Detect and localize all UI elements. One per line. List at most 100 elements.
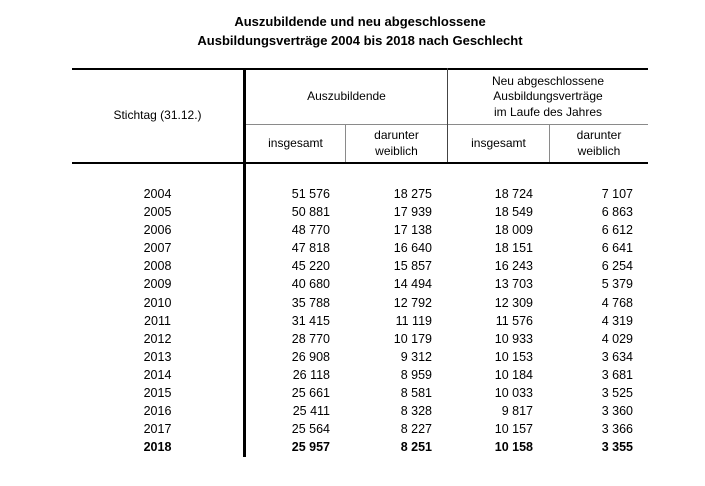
value-cell: 40 680 [291,277,330,292]
value-cell: 12 309 [494,295,533,310]
year-cell: 2016 [143,404,172,419]
year-cell: 2007 [143,241,172,256]
header-group-neue-vertraege-line-3: im Laufe des Jahres [493,104,603,119]
value-cell: 10 158 [494,440,533,455]
value-cell: 14 494 [393,277,432,292]
value-cell: 31 415 [291,313,330,328]
value-cell: 26 118 [292,367,330,382]
value-cell: 3 681 [601,367,633,382]
value-cell: 25 957 [291,440,330,455]
value-cell: 10 184 [494,367,533,382]
value-cell: 4 319 [601,313,633,328]
value-cell: 45 220 [291,259,330,274]
value-cell: 10 153 [494,349,533,364]
table-row: 2015 25 661 8 581 10 033 3 525 [72,384,648,402]
subheader-darunter-weiblich-1-line-1: darunter [374,128,419,142]
value-cell: 10 179 [393,331,432,346]
value-cell: 4 768 [601,295,633,310]
subheader-insgesamt-1: insgesamt [246,125,345,162]
value-cell: 3 366 [601,422,633,437]
value-cell: 8 227 [400,422,432,437]
subheader-insgesamt-2: insgesamt [448,125,549,162]
value-cell: 18 724 [494,187,533,201]
value-cell: 18 549 [494,205,533,220]
value-cell: 18 009 [494,223,533,238]
value-cell: 11 576 [495,313,533,328]
subheader-darunter-weiblich-1-line-2: weiblich [375,143,418,158]
value-cell: 17 138 [393,223,432,238]
value-cell: 10 157 [494,422,533,437]
table-row: 2016 25 411 8 328 9 817 3 360 [72,402,648,420]
year-cell: 2009 [143,277,172,292]
subheader-darunter-weiblich-2-line-1: darunter [576,128,622,142]
year-cell: 2018 [143,440,172,455]
value-cell: 51 576 [291,187,330,201]
table-row: 2005 50 881 17 939 18 549 6 863 [72,203,648,221]
table-row: 2011 31 415 11 119 11 576 4 319 [72,312,648,330]
table-row: 2004 51 576 18 275 18 724 7 107 [72,185,648,203]
table-row: 2007 47 818 16 640 18 151 6 641 [72,239,648,257]
value-cell: 17 939 [393,205,432,220]
value-cell: 9 312 [400,349,432,364]
table-row: 2018 25 957 8 251 10 158 3 355 [72,438,648,456]
subheader-insgesamt-1-label: insgesamt [268,135,323,150]
table-row: 2010 35 788 12 792 12 309 4 768 [72,294,648,312]
chart-title-line-2: Ausbildungsverträge 2004 bis 2018 nach G… [197,33,523,48]
table-body: 2004 51 576 18 275 18 724 7 107 2005 50 881 17 … [72,185,648,456]
value-cell: 4 029 [601,331,633,346]
value-cell: 25 564 [291,422,330,437]
value-cell: 8 251 [400,440,432,455]
value-cell: 50 881 [291,205,330,220]
value-cell: 6 612 [601,223,633,238]
table-row: 2014 26 118 8 959 10 184 3 681 [72,366,648,384]
header-stichtag-label: Stichtag (31.12.) [113,108,202,123]
year-cell: 2013 [143,349,172,364]
year-cell: 2017 [143,422,172,437]
value-cell: 28 770 [291,331,330,346]
value-cell: 25 411 [292,404,330,419]
table-row: 2006 48 770 17 138 18 009 6 612 [72,221,648,239]
year-cell: 2014 [143,367,172,382]
value-cell: 6 641 [601,241,633,256]
table-row: 2008 45 220 15 857 16 243 6 254 [72,257,648,275]
subheader-darunter-weiblich-2: darunter weiblich [550,125,648,162]
subheader-darunter-weiblich-1: darunter weiblich [346,125,447,162]
value-cell: 13 703 [494,277,533,292]
value-cell: 11 119 [395,313,432,328]
table-row: 2013 26 908 9 312 10 153 3 634 [72,348,648,366]
header-group-neue-vertraege-line-2: Ausbildungsverträge [493,89,603,104]
subheader-darunter-weiblich-2-line-2: weiblich [577,143,621,158]
value-cell: 3 355 [601,440,633,455]
value-cell: 8 959 [400,367,432,382]
value-cell: 6 254 [601,259,633,274]
value-cell: 10 033 [494,386,533,401]
value-cell: 26 908 [291,349,330,364]
chart-title-line-1: Auszubildende und neu abgeschlossene [234,14,486,29]
value-cell: 3 360 [601,404,633,419]
header-group-neue-vertraege-line-1: Neu abgeschlossene [491,73,605,88]
value-cell: 3 634 [601,349,633,364]
table-row: 2009 40 680 14 494 13 703 5 379 [72,275,648,293]
value-cell: 7 107 [601,187,633,201]
year-cell: 2004 [143,187,172,201]
value-cell: 10 933 [494,331,533,346]
value-cell: 47 818 [291,241,330,256]
value-cell: 8 328 [400,404,432,419]
value-cell: 5 379 [601,277,633,292]
value-cell: 6 863 [601,205,633,220]
subcolumn-divider-1 [345,125,346,162]
year-cell: 2006 [143,223,172,238]
header-group-auszubildende: Auszubildende [246,70,447,124]
value-cell: 9 817 [501,404,533,419]
year-cell: 2012 [143,331,172,346]
column-group-divider [447,68,448,162]
year-cell: 2011 [144,313,171,328]
header-mid-rule [243,124,648,125]
value-cell: 48 770 [291,223,330,238]
year-cell: 2005 [143,205,172,220]
table-row: 2012 28 770 10 179 10 933 4 029 [72,330,648,348]
data-table: Stichtag (31.12.) Auszubildende Neu abge… [72,68,648,458]
value-cell: 16 243 [494,259,533,274]
value-cell: 18 151 [494,241,533,256]
